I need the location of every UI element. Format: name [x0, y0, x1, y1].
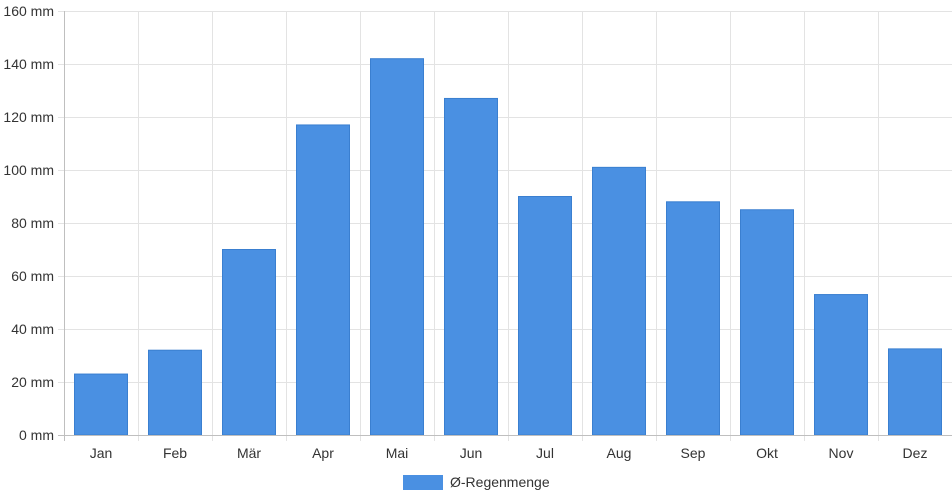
bar-nov[interactable] [814, 294, 868, 436]
x-tick-label: Feb [163, 445, 187, 461]
legend[interactable]: Ø-Regenmenge [403, 474, 550, 490]
legend-swatch[interactable] [403, 475, 443, 490]
legend-label[interactable]: Ø-Regenmenge [450, 474, 550, 490]
y-tick-label: 160 mm [3, 3, 54, 19]
x-tick-label: Dez [903, 445, 928, 461]
x-tick-label: Aug [607, 445, 632, 461]
grid-lines [58, 11, 952, 441]
bar-jan[interactable] [74, 373, 128, 436]
bar-okt[interactable] [740, 209, 794, 436]
y-tick-label: 20 mm [11, 374, 54, 390]
x-tick-label: Jan [90, 445, 113, 461]
y-tick-label: 120 mm [3, 109, 54, 125]
x-tick-label: Mär [237, 445, 261, 461]
y-tick-label: 140 mm [3, 56, 54, 72]
bar-mai[interactable] [370, 58, 424, 436]
x-tick-label: Nov [829, 445, 854, 461]
bar-aug[interactable] [592, 166, 646, 436]
bar-apr[interactable] [296, 124, 350, 436]
bar-jul[interactable] [518, 196, 572, 436]
x-tick-label: Jun [460, 445, 483, 461]
bar-jun[interactable] [444, 97, 498, 436]
x-tick-label: Sep [681, 445, 706, 461]
bar-dez[interactable] [888, 348, 942, 436]
y-tick-label: 80 mm [11, 215, 54, 231]
axes [58, 11, 952, 441]
bar-sep[interactable] [666, 201, 720, 436]
y-tick-label: 60 mm [11, 268, 54, 284]
bar-feb[interactable] [148, 349, 202, 436]
y-tick-label: 40 mm [11, 321, 54, 337]
x-tick-label: Mai [386, 445, 409, 461]
y-axis-tick-labels: 0 mm 20 mm 40 mm 60 mm 80 mm 100 mm 120 mm 140 … [3, 3, 54, 443]
x-tick-label: Apr [312, 445, 334, 461]
x-axis-tick-labels: Jan Feb Mär Apr Mai Jun Jul Aug Sep Okt Nov Dez [90, 445, 928, 461]
bar-mär[interactable] [222, 249, 276, 436]
y-tick-label: 0 mm [19, 427, 54, 443]
x-tick-label: Jul [536, 445, 554, 461]
y-tick-label: 100 mm [3, 162, 54, 178]
x-tick-label: Okt [756, 445, 778, 461]
bars [74, 58, 942, 436]
